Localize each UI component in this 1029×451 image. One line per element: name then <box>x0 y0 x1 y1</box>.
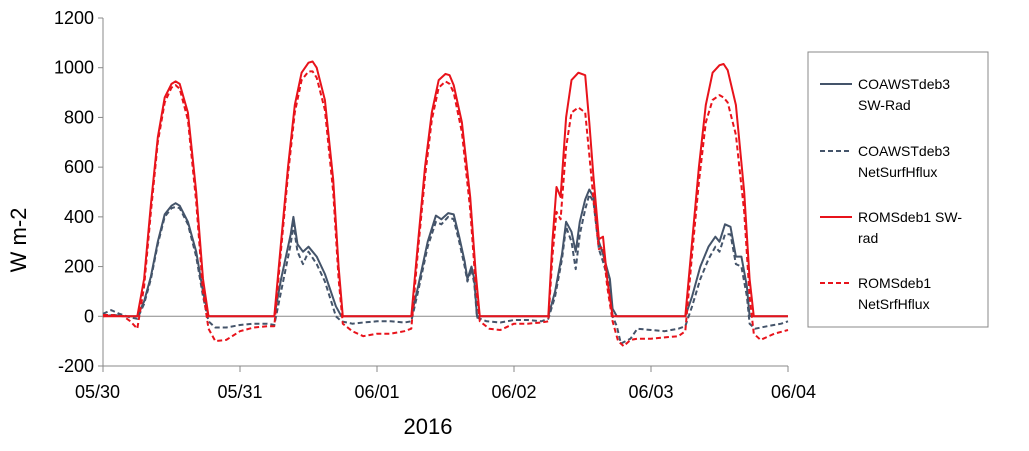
legend-label-line2: rad <box>858 230 878 246</box>
legend-label-line1: ROMSdeb1 SW- <box>858 209 962 225</box>
x-tick-label: 06/04 <box>771 382 816 402</box>
y-axis-title: W m-2 <box>6 208 31 273</box>
series-line-1 <box>102 188 788 318</box>
y-tick-label: 800 <box>64 107 94 127</box>
legend-label-line1: ROMSdeb1 <box>858 275 931 291</box>
series-line-3 <box>103 60 788 318</box>
y-tick-label: 1000 <box>54 58 94 78</box>
y-tick-label: 200 <box>64 257 94 277</box>
x-axis-title: 2016 <box>404 414 453 439</box>
series-group <box>102 60 789 348</box>
x-tick-label: 06/02 <box>491 382 536 402</box>
y-tick-label: -200 <box>58 356 94 376</box>
legend-label-line2: NetSrfHflux <box>858 296 930 312</box>
legend-box <box>807 51 989 328</box>
y-tick-label: 1200 <box>54 8 94 28</box>
legend-label-line1: COAWSTdeb3 <box>858 76 950 92</box>
y-tick-label: 0 <box>84 306 94 326</box>
y-tick-label: 400 <box>64 207 94 227</box>
x-tick-label: 06/03 <box>628 382 673 402</box>
legend-label-line2: SW-Rad <box>858 97 911 113</box>
y-tick-label: 600 <box>64 157 94 177</box>
series-line-2 <box>102 193 789 345</box>
axes: -200 0 200 400 600 800 1000 1200 05/30 05/31 06/01… <box>54 8 816 402</box>
x-tick-label: 05/30 <box>75 382 120 402</box>
x-tick-label: 05/31 <box>217 382 262 402</box>
legend: COAWSTdeb3 SW-Rad COAWSTdeb3 NetSurfHflux RO… <box>807 51 989 328</box>
legend-label-line1: COAWSTdeb3 <box>858 143 950 159</box>
legend-label-line2: NetSurfHflux <box>858 164 937 180</box>
x-tick-label: 06/01 <box>354 382 399 402</box>
